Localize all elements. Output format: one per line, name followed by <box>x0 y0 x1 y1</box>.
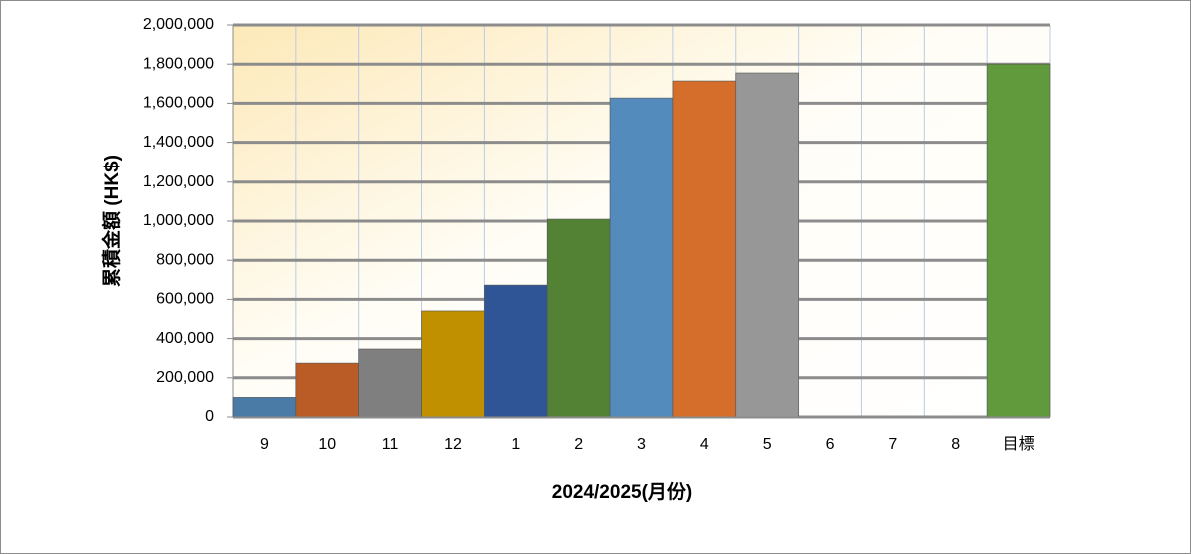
y-tick-label: 600,000 <box>156 291 214 308</box>
bar <box>609 97 674 418</box>
y-tick-label: 800,000 <box>156 251 214 268</box>
bar <box>986 63 1051 418</box>
x-tick-label: 8 <box>951 436 960 453</box>
bar <box>295 362 359 418</box>
y-tick-label: 1,800,000 <box>143 55 214 72</box>
y-tick-label: 1,200,000 <box>143 173 214 190</box>
x-tick-label: 7 <box>888 436 897 453</box>
y-axis-title: 累積金額 (HK$) <box>100 155 123 287</box>
y-tick-label: 1,000,000 <box>143 212 214 229</box>
x-tick-label: 3 <box>637 436 646 453</box>
x-axis-title: 2024/2025(月份) <box>552 480 692 503</box>
x-tick-label: 12 <box>444 436 462 453</box>
y-tick-label: 200,000 <box>156 369 214 386</box>
y-tick-label: 400,000 <box>156 330 214 347</box>
x-tick-label: 6 <box>826 436 835 453</box>
x-tick-label: 10 <box>318 436 336 453</box>
y-tick-label: 1,400,000 <box>143 134 214 151</box>
y-tick-label: 1,600,000 <box>143 95 214 112</box>
bar <box>232 397 297 418</box>
x-tick-label: 9 <box>260 436 269 453</box>
bar <box>484 284 548 418</box>
x-tick-label: 1 <box>511 436 520 453</box>
x-tick-label: 目標 <box>1003 435 1035 453</box>
x-tick-label: 4 <box>700 436 709 453</box>
y-tick-label: 0 <box>205 408 214 425</box>
bar <box>735 72 799 418</box>
y-tick-label: 2,000,000 <box>143 16 214 33</box>
bar <box>672 80 737 418</box>
bar <box>358 348 422 418</box>
bar <box>546 218 611 418</box>
x-tick-label: 5 <box>763 436 772 453</box>
x-tick-label: 11 <box>382 436 399 453</box>
x-tick-label: 2 <box>574 436 583 453</box>
bar <box>421 310 485 418</box>
